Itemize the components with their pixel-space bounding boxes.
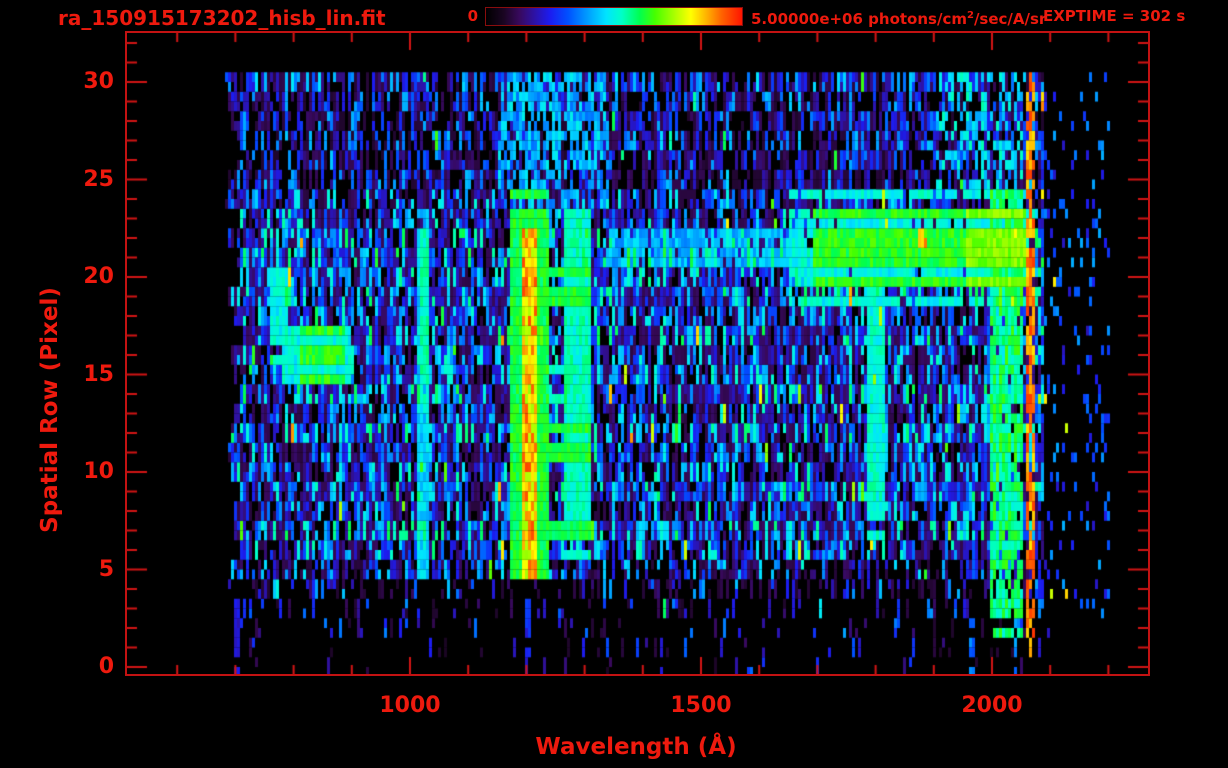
colorbar-max-prefix: 5.00000e+06 photons/cm — [751, 10, 967, 28]
colorbar-min-label: 0 — [467, 7, 478, 25]
x-tick-label-2000: 2000 — [961, 693, 1023, 718]
y-tick-label-15: 15 — [83, 361, 114, 387]
file-title: ra_150915173202_hisb_lin.fit — [58, 6, 386, 30]
y-tick-label-30: 30 — [83, 69, 114, 94]
y-tick-label-25: 25 — [83, 166, 114, 192]
exptime-label: EXPTIME = 302 s — [1043, 7, 1186, 25]
y-tick-label-0: 0 — [98, 654, 114, 679]
y-tick-label-5: 5 — [98, 556, 114, 582]
x-tick-label-1500: 1500 — [670, 693, 732, 718]
x-tick-label-1000: 1000 — [379, 693, 441, 718]
y-tick-label-20: 20 — [83, 264, 114, 289]
x-axis-title: Wavelength (Å) — [535, 734, 737, 760]
y-tick-label-10: 10 — [83, 459, 114, 484]
y-axis-title: Spatial Row (Pixel) — [37, 287, 63, 533]
colorbar — [485, 7, 743, 26]
spectral-heatmap-canvas — [127, 33, 1148, 674]
colorbar-max-label: 5.00000e+06 photons/cm2/sec/A/sr — [751, 5, 1046, 30]
colorbar-max-suffix: /sec/A/sr — [973, 10, 1047, 28]
colorbar-max-superscript: 2 — [966, 10, 974, 21]
